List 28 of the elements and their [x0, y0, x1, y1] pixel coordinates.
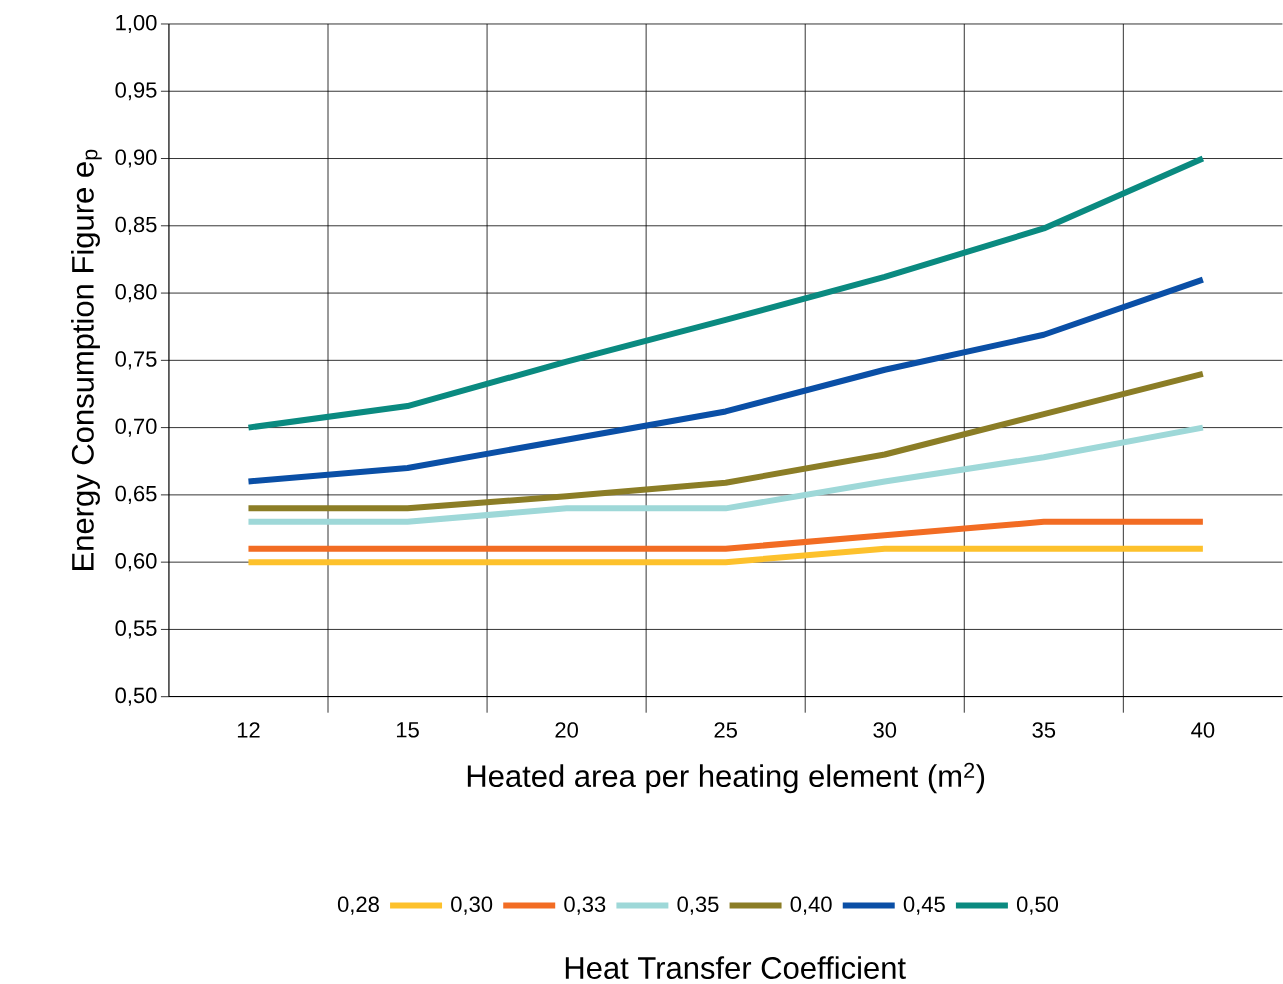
legend-label: 0,28: [337, 896, 379, 915]
x-tick-label: 35: [1032, 722, 1056, 738]
y-tick-label: 0,90: [115, 149, 157, 168]
y-tick-label: 0,75: [115, 351, 157, 370]
legend-label: 0,45: [903, 896, 945, 915]
y-tick-label: 0,65: [115, 485, 157, 505]
x-tick-label: 25: [714, 722, 737, 738]
y-tick-label: 1,00: [116, 15, 157, 34]
legend-label: 0,40: [790, 896, 832, 915]
legend-label: 0,30: [451, 896, 493, 915]
x-tick-label: 12: [237, 722, 260, 738]
y-tick-label: 0,60: [115, 553, 157, 572]
x-axis-title: Heated area per heating element (m$^{2}$): [467, 762, 985, 794]
y-tick-label: 0,70: [115, 418, 157, 437]
legend-label: 0,35: [677, 896, 719, 915]
legend-title: Heat Transfer Coefficient: [565, 956, 906, 980]
x-tick-label: 15: [396, 722, 419, 738]
legend-label: 0,33: [564, 896, 606, 915]
y-axis-title: Energy Consumption Figure e$_{p}$: [71, 149, 102, 571]
text: 0,50: [1016, 896, 1059, 915]
y-tick-label: 0,80: [115, 284, 157, 303]
x-tick-label: 40: [1191, 722, 1215, 738]
y-tick-label: 0,55: [115, 620, 157, 639]
y-tick-label: 0,95: [115, 82, 157, 101]
x-tick-label: 30: [873, 722, 897, 738]
y-tick-label: 0,85: [115, 216, 157, 236]
y-tick-label: 0,50: [115, 687, 157, 706]
x-tick-label: 20: [555, 722, 578, 738]
